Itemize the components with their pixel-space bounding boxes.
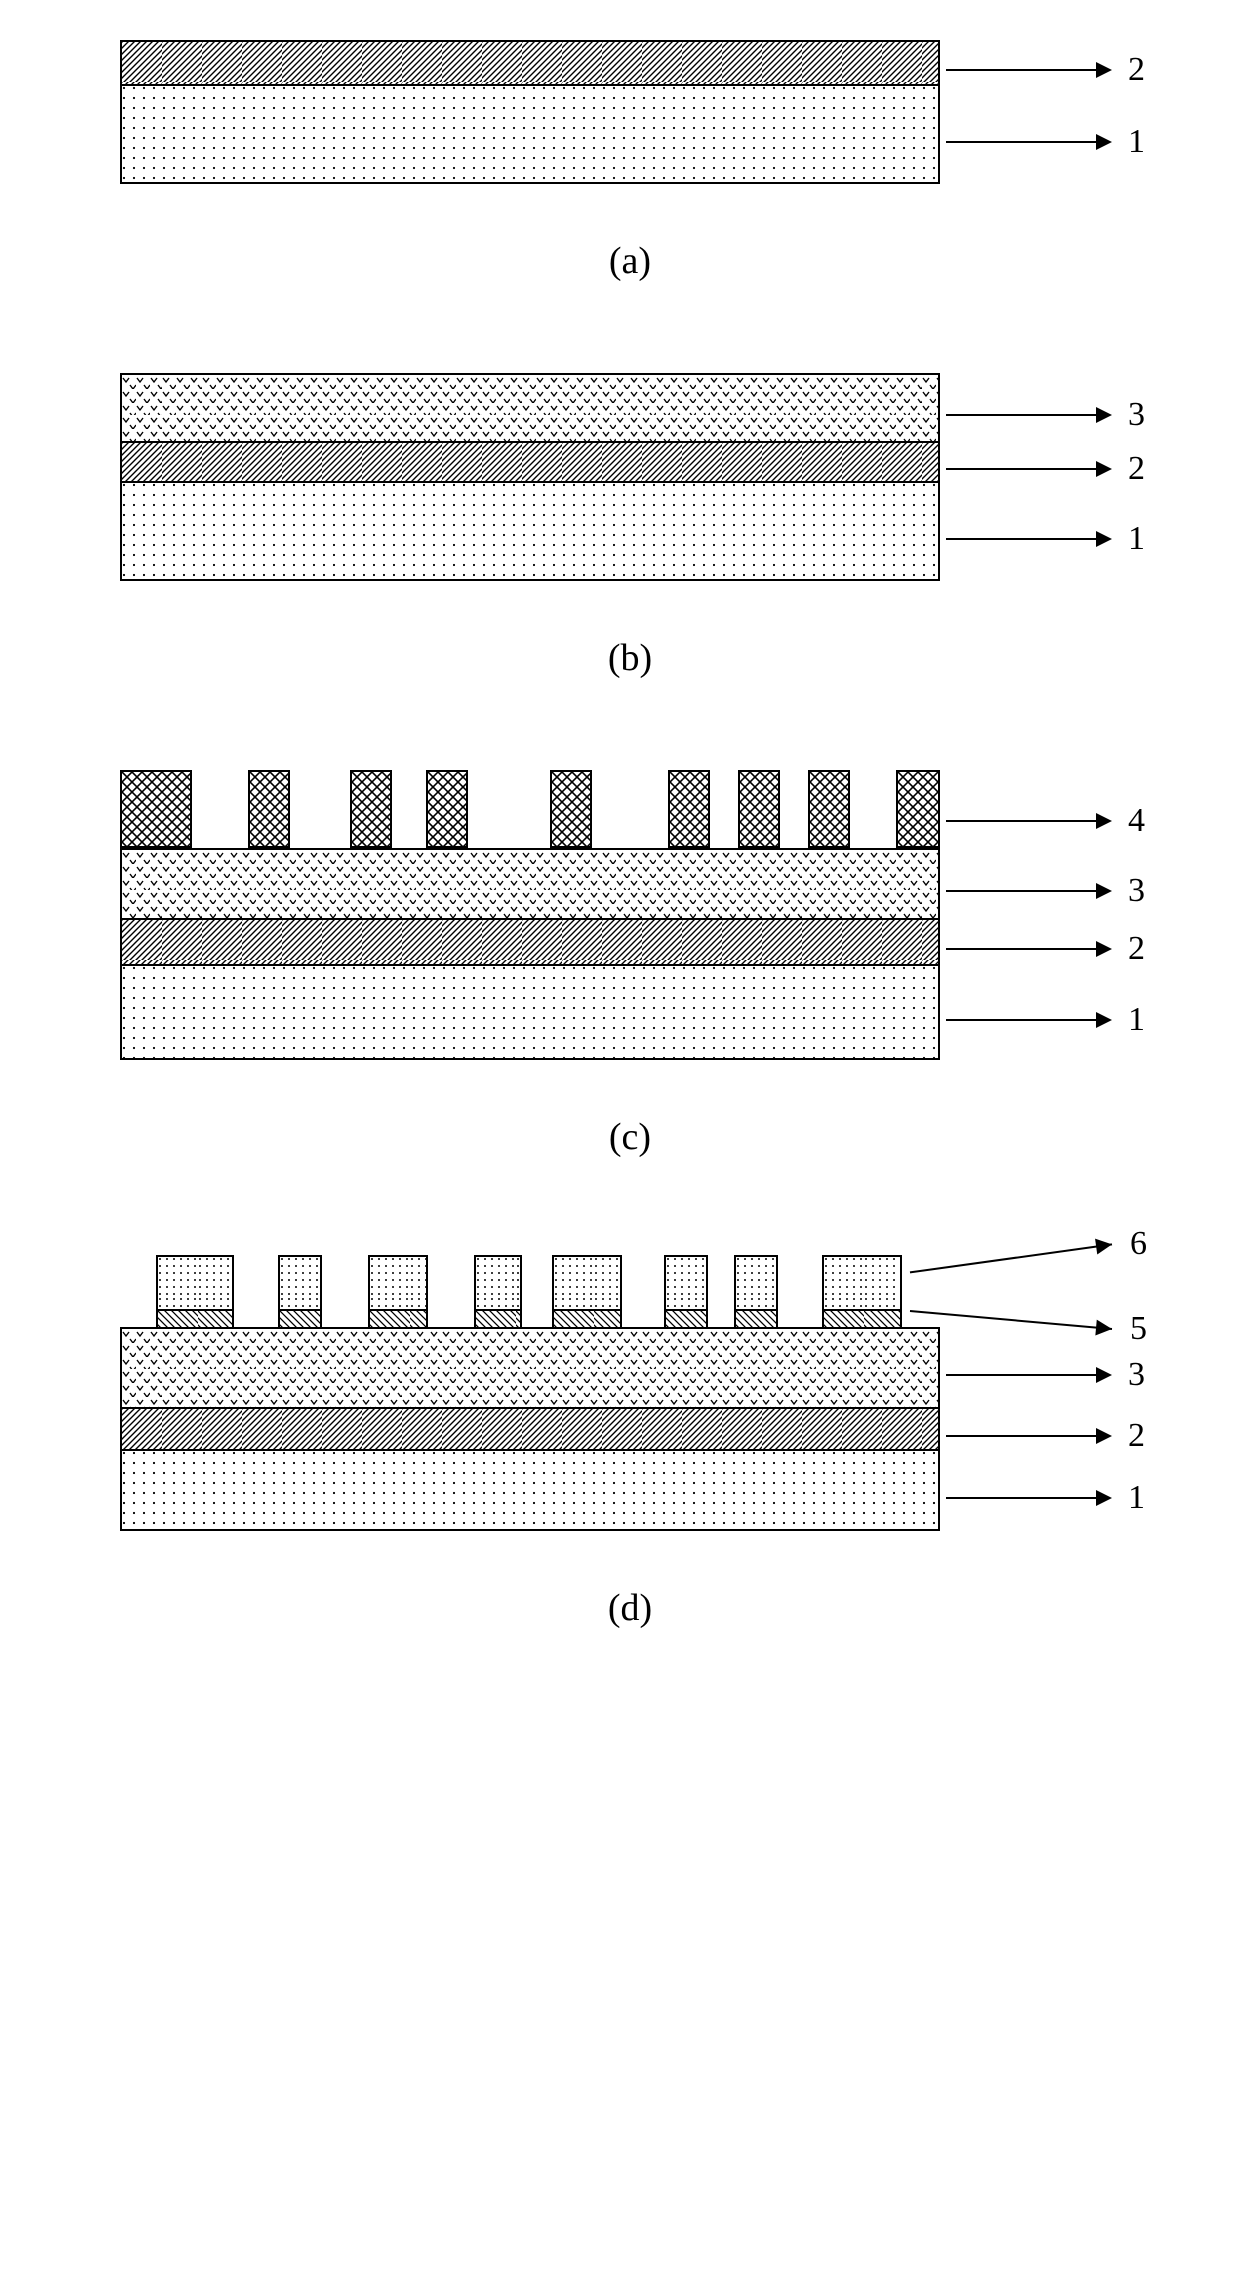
label-arrow: 1 — [946, 1481, 1145, 1515]
label-arrow: 1 — [946, 1003, 1145, 1037]
label-arrow: 4 — [946, 804, 1145, 838]
pillar-sublayer — [666, 1257, 706, 1309]
label-arrow: 2 — [946, 1419, 1145, 1453]
label-arrow: 3 — [946, 874, 1145, 908]
layer-label: 3 — [1128, 398, 1145, 432]
layer-1 — [120, 84, 940, 184]
layer-2 — [120, 441, 940, 481]
layer-stack — [120, 1249, 940, 1531]
pillar-sublayer — [824, 1257, 900, 1309]
figure-a: 2 1 (a) — [80, 40, 1180, 283]
pillar — [552, 1255, 622, 1327]
pillar — [734, 1255, 778, 1327]
pillar-sublayer — [280, 1257, 320, 1309]
layer-label: 2 — [1128, 53, 1145, 87]
layer-2 — [120, 918, 940, 964]
label-arrow: 2 — [946, 452, 1145, 486]
pillar — [278, 1255, 322, 1327]
pillar-sublayer — [554, 1309, 620, 1329]
layer-2 — [120, 1407, 940, 1449]
label-arrow: 1 — [946, 522, 1145, 556]
pillar-sublayer — [824, 1309, 900, 1329]
layer-1 — [120, 964, 940, 1060]
pillar — [822, 1255, 902, 1327]
pillar-sublayer — [736, 1257, 776, 1309]
pillar-row — [120, 770, 940, 848]
layer-label: 2 — [1128, 932, 1145, 966]
layer-label: 2 — [1128, 1419, 1145, 1453]
pillar-sublayer — [280, 1309, 320, 1329]
layer-3 — [120, 373, 940, 441]
layer-2 — [120, 40, 940, 84]
layer-stack — [120, 40, 940, 184]
pillar — [896, 770, 940, 848]
pillar-sublayer — [370, 1309, 426, 1329]
pillar — [738, 770, 780, 848]
layer-1 — [120, 1449, 940, 1531]
figure-b: 3 2 1 (b) — [80, 373, 1180, 680]
label-arrow: 1 — [946, 125, 1145, 159]
figure-caption: (b) — [80, 636, 1180, 680]
pillar — [808, 770, 850, 848]
pillar-sublayer — [736, 1309, 776, 1329]
pillar — [668, 770, 710, 848]
figure-caption: (a) — [80, 239, 1180, 283]
pillar-sublayer — [666, 1309, 706, 1329]
pillar-sublayer — [158, 1309, 232, 1329]
layer-label: 4 — [1128, 804, 1145, 838]
pillar-sublayer — [476, 1309, 520, 1329]
layer-label: 3 — [1128, 874, 1145, 908]
pillar — [550, 770, 592, 848]
pillar-sublayer — [158, 1257, 232, 1309]
pillar-sublayer — [476, 1257, 520, 1309]
pillar-row — [120, 1249, 940, 1327]
layer-label: 1 — [1128, 1003, 1145, 1037]
label-arrow: 2 — [946, 53, 1145, 87]
pillar — [248, 770, 290, 848]
layer-label: 2 — [1128, 452, 1145, 486]
layer-label: 1 — [1128, 1481, 1145, 1515]
pillar — [368, 1255, 428, 1327]
figure-c: 4 3 2 1 (c) — [80, 770, 1180, 1159]
label-arrow: 2 — [946, 932, 1145, 966]
pillar — [350, 770, 392, 848]
figure-caption: (c) — [80, 1115, 1180, 1159]
layer-label: 1 — [1128, 125, 1145, 159]
label-arrow: 3 — [946, 398, 1145, 432]
layer-3 — [120, 848, 940, 918]
pillar — [664, 1255, 708, 1327]
figure-caption: (d) — [80, 1586, 1180, 1630]
layer-label: 1 — [1128, 522, 1145, 556]
layer-label: 5 — [1130, 1312, 1147, 1346]
layer-stack — [120, 373, 940, 581]
pillar — [426, 770, 468, 848]
figure-d: 32165(d) — [80, 1249, 1180, 1630]
pillar — [474, 1255, 522, 1327]
layer-1 — [120, 481, 940, 581]
layer-3 — [120, 1327, 940, 1407]
pillar-sublayer — [554, 1257, 620, 1309]
pillar — [120, 770, 192, 848]
pillar — [156, 1255, 234, 1327]
layer-stack — [120, 770, 940, 1060]
label-arrow: 5 — [910, 1249, 1142, 1372]
pillar-sublayer — [370, 1257, 426, 1309]
